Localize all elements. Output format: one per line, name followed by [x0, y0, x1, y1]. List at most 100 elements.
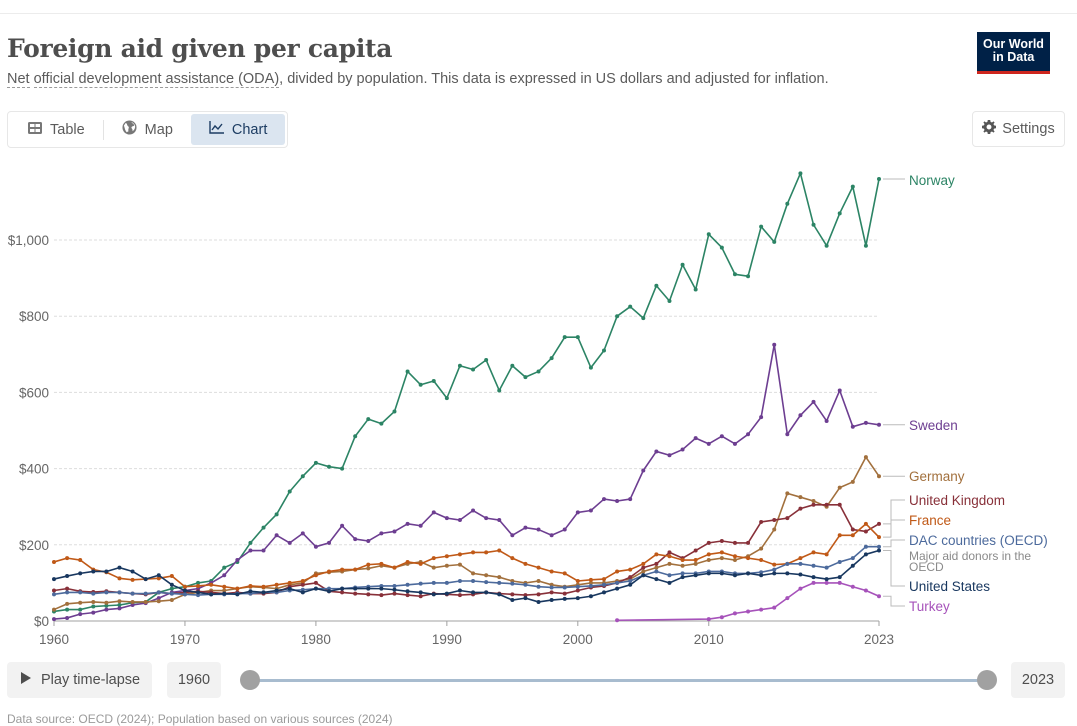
data-point	[667, 554, 672, 559]
data-point	[759, 224, 764, 229]
y-tick-label: $800	[19, 309, 49, 324]
data-point	[65, 574, 70, 579]
data-point	[392, 583, 397, 588]
data-point	[719, 571, 724, 576]
data-point	[379, 561, 384, 566]
data-point	[510, 533, 515, 538]
data-point	[444, 591, 449, 596]
data-point	[353, 591, 358, 596]
logo-line-1: Our World	[983, 37, 1044, 51]
data-point	[575, 335, 580, 340]
start-year-box[interactable]: 1960	[167, 662, 221, 698]
data-point	[811, 502, 816, 507]
data-point	[588, 583, 593, 588]
data-point	[130, 599, 135, 604]
data-point	[667, 580, 672, 585]
data-point	[300, 590, 305, 595]
line-chart: $0 $200 $400 $600 $800 $1,000 1960 1970 1980 199…	[8, 171, 1048, 647]
settings-button[interactable]: Settings	[972, 111, 1065, 147]
data-point	[706, 558, 711, 563]
data-point	[418, 590, 423, 595]
data-point	[222, 584, 227, 589]
data-point	[65, 590, 70, 595]
data-point	[405, 559, 410, 564]
data-point	[706, 540, 711, 545]
data-point	[261, 548, 266, 553]
data-point	[575, 578, 580, 583]
data-point	[457, 578, 462, 583]
data-point	[706, 617, 711, 622]
series-label: Sweden	[909, 418, 958, 433]
data-point	[693, 561, 698, 566]
series-sublabel: OECD	[909, 560, 944, 574]
timeline-end-handle[interactable]	[977, 670, 997, 690]
x-axis: 1960 1970 1980 1990 2000 2010 2023	[39, 620, 894, 647]
data-point	[169, 586, 174, 591]
end-year-box[interactable]: 2023	[1011, 662, 1065, 698]
globe-icon	[122, 120, 137, 139]
data-point	[877, 521, 881, 526]
data-point	[719, 538, 724, 543]
timeline-track[interactable]	[250, 679, 987, 682]
data-point	[798, 413, 803, 418]
data-point	[798, 171, 803, 176]
settings-label: Settings	[1002, 121, 1055, 137]
y-tick-label: $1,000	[8, 233, 49, 248]
data-point	[392, 529, 397, 534]
play-icon	[21, 672, 31, 688]
data-point	[471, 578, 476, 583]
data-point	[719, 615, 724, 620]
data-point	[824, 418, 829, 423]
data-point	[418, 561, 423, 566]
data-point	[78, 558, 83, 563]
data-point	[680, 447, 685, 452]
table-icon	[28, 121, 42, 138]
data-point	[313, 460, 318, 465]
data-point	[667, 573, 672, 578]
data-point	[732, 441, 737, 446]
data-point	[588, 577, 593, 582]
data-point	[444, 563, 449, 568]
data-point	[327, 464, 331, 469]
data-point	[366, 566, 371, 571]
data-point	[457, 588, 462, 593]
data-point	[287, 580, 292, 585]
data-point	[759, 573, 764, 578]
data-point	[78, 607, 83, 612]
tab-chart[interactable]: Chart	[190, 114, 286, 145]
data-point	[850, 527, 855, 532]
data-point	[117, 565, 122, 570]
data-point	[877, 594, 881, 599]
data-point	[457, 518, 462, 523]
data-point	[850, 556, 855, 561]
data-point	[732, 272, 737, 277]
data-point	[863, 588, 868, 593]
data-point	[222, 591, 227, 596]
play-label: Play time-lapse	[41, 672, 141, 688]
data-point	[824, 580, 829, 585]
net-term-link[interactable]: Net	[7, 71, 30, 88]
data-point	[117, 602, 122, 607]
data-point	[287, 586, 292, 591]
data-point	[340, 590, 345, 595]
data-point	[497, 592, 502, 597]
series-line	[53, 456, 880, 611]
tab-table[interactable]: Table	[10, 114, 103, 145]
data-point	[130, 569, 135, 574]
data-point	[497, 548, 502, 553]
data-point	[431, 556, 436, 561]
data-point	[759, 607, 764, 612]
data-point	[562, 585, 567, 590]
y-tick-label: $600	[19, 385, 49, 400]
oda-term-link[interactable]: official development assistance (ODA)	[33, 71, 280, 88]
data-point	[379, 421, 384, 426]
timeline-start-handle[interactable]	[240, 670, 260, 690]
data-point	[850, 563, 855, 568]
play-timelapse-button[interactable]: Play time-lapse	[7, 662, 152, 698]
data-point	[575, 588, 580, 593]
data-point	[484, 516, 489, 521]
tab-map[interactable]: Map	[104, 114, 191, 145]
data-point	[863, 529, 868, 534]
owid-logo[interactable]: Our World in Data	[977, 32, 1050, 74]
data-point	[366, 592, 371, 597]
